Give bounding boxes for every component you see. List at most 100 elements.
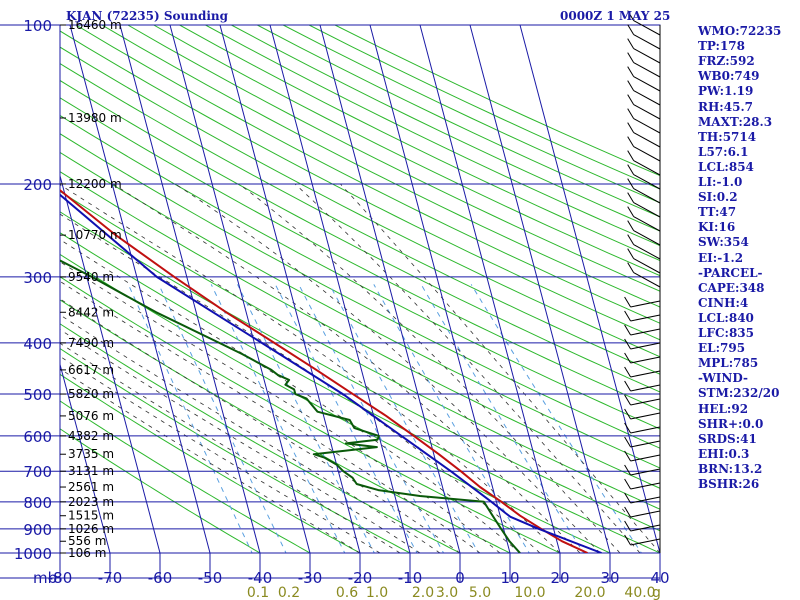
pressure-tick-label: 700 bbox=[23, 463, 52, 481]
dry-adiabat bbox=[60, 133, 660, 449]
temperature-tick-label: -10 bbox=[398, 569, 423, 587]
index-item: LFC:835 bbox=[698, 326, 754, 340]
mixing-ratio-line bbox=[373, 284, 530, 553]
temperature-tick-label: -70 bbox=[98, 569, 123, 587]
moist-adiabat bbox=[60, 368, 361, 553]
mixing-ratio-line bbox=[470, 284, 642, 553]
index-item: L57:6.1 bbox=[698, 144, 749, 159]
mixing-ratio-line bbox=[420, 284, 585, 553]
index-item: WB0:749 bbox=[698, 69, 760, 84]
height-label: 1515 m bbox=[68, 509, 114, 523]
wind-barb bbox=[627, 248, 661, 274]
mixing-ratio-label: 3.0 bbox=[436, 585, 458, 600]
height-label: 5076 m bbox=[68, 409, 114, 423]
height-label: 4382 m bbox=[68, 429, 114, 443]
wind-barb bbox=[624, 324, 661, 336]
index-item: LCL:854 bbox=[698, 159, 754, 174]
station-title: KJAN (72235) Sounding bbox=[66, 9, 229, 23]
height-label: 3735 m bbox=[68, 447, 114, 461]
moist-adiabat bbox=[112, 183, 581, 553]
dry-adiabat bbox=[205, 25, 660, 247]
index-item: STM:232/20 bbox=[698, 386, 780, 401]
index-item: CINH:4 bbox=[698, 295, 749, 310]
wind-barb bbox=[624, 310, 661, 322]
dry-adiabat bbox=[60, 428, 261, 553]
index-item: TP:178 bbox=[698, 39, 746, 54]
wind-barb bbox=[624, 296, 661, 308]
mixing-ratio-line bbox=[274, 284, 418, 553]
dry-adiabat bbox=[60, 400, 312, 553]
height-label: 12200 m bbox=[68, 177, 122, 191]
mixing-ratio-unit: g bbox=[652, 585, 661, 600]
wind-barb bbox=[624, 436, 661, 448]
temperature-tick-label: -20 bbox=[348, 569, 373, 587]
index-item: MAXT:28.3 bbox=[698, 114, 773, 129]
wind-barb bbox=[624, 478, 661, 490]
pressure-tick-label: 600 bbox=[23, 428, 52, 446]
dry-adiabat bbox=[127, 25, 660, 292]
dry-adiabat bbox=[60, 299, 512, 553]
isotherm bbox=[60, 173, 161, 553]
height-label: 5820 m bbox=[68, 387, 114, 401]
mixing-ratio-label: 1.0 bbox=[366, 585, 388, 600]
temperature-tick-label: 30 bbox=[600, 569, 619, 587]
parcel-trace bbox=[60, 193, 602, 553]
index-item: EL:795 bbox=[698, 341, 746, 356]
mixing-ratio-label: 0.2 bbox=[278, 585, 300, 600]
dry-adiabat bbox=[179, 25, 660, 262]
index-item: EI:-1.2 bbox=[698, 250, 744, 265]
wind-barb bbox=[627, 150, 661, 176]
temperature-tick-label: -30 bbox=[298, 569, 323, 587]
wind-barb bbox=[624, 534, 661, 546]
mixing-ratio-line bbox=[329, 284, 480, 553]
dry-adiabat bbox=[75, 25, 660, 324]
dry-adiabat bbox=[60, 30, 660, 341]
isotherm bbox=[169, 25, 311, 553]
temperature-tick-label: 0 bbox=[455, 569, 465, 587]
moist-adiabat bbox=[60, 355, 381, 553]
moist-adiabat bbox=[60, 329, 421, 553]
temperature-tick-label: -50 bbox=[198, 569, 223, 587]
temperature-tick-label: -40 bbox=[248, 569, 273, 587]
index-item: SHR+:0.0 bbox=[698, 416, 764, 431]
dry-adiabat bbox=[60, 171, 660, 489]
temperature-tick-label: 10 bbox=[500, 569, 519, 587]
pressure-tick-label: 800 bbox=[23, 494, 52, 512]
temperature-tick-label: -80 bbox=[48, 569, 73, 587]
index-item: BSHR:26 bbox=[698, 477, 760, 491]
height-label: 16460 m bbox=[68, 18, 122, 32]
dry-adiabat bbox=[153, 25, 660, 277]
wind-barb bbox=[624, 450, 661, 462]
index-item: BRN:13.2 bbox=[698, 461, 763, 476]
wind-barb bbox=[627, 52, 661, 78]
mixing-ratio-label: 0.6 bbox=[336, 585, 358, 600]
mixing-ratio-line bbox=[158, 284, 287, 553]
wind-barb bbox=[624, 380, 661, 392]
isotherm bbox=[69, 25, 211, 553]
pressure-tick-label: 1000 bbox=[14, 545, 52, 563]
wind-barb bbox=[627, 108, 661, 134]
wind-barb bbox=[627, 220, 661, 246]
background-lines bbox=[60, 25, 660, 553]
dry-adiabat bbox=[60, 46, 660, 358]
moist-adiabat bbox=[60, 184, 561, 553]
wind-barb bbox=[624, 338, 661, 350]
wind-barb bbox=[627, 94, 661, 120]
dry-adiabat bbox=[60, 373, 362, 553]
index-item: -PARCEL- bbox=[698, 265, 763, 280]
isotherm bbox=[419, 25, 561, 553]
mixing-ratio-label: 40.0 bbox=[624, 585, 655, 600]
mixing-ratio-line bbox=[298, 284, 445, 553]
dewpoint-trace bbox=[60, 259, 521, 553]
pressure-unit-label: mb bbox=[33, 569, 57, 587]
dry-adiabat bbox=[60, 114, 660, 430]
wind-barb bbox=[624, 520, 661, 532]
wind-barb bbox=[624, 506, 661, 518]
index-item: SW:354 bbox=[698, 235, 749, 250]
wind-barb bbox=[624, 422, 661, 434]
grid bbox=[0, 24, 661, 582]
isotherm bbox=[469, 25, 611, 553]
dry-adiabat bbox=[60, 97, 660, 411]
